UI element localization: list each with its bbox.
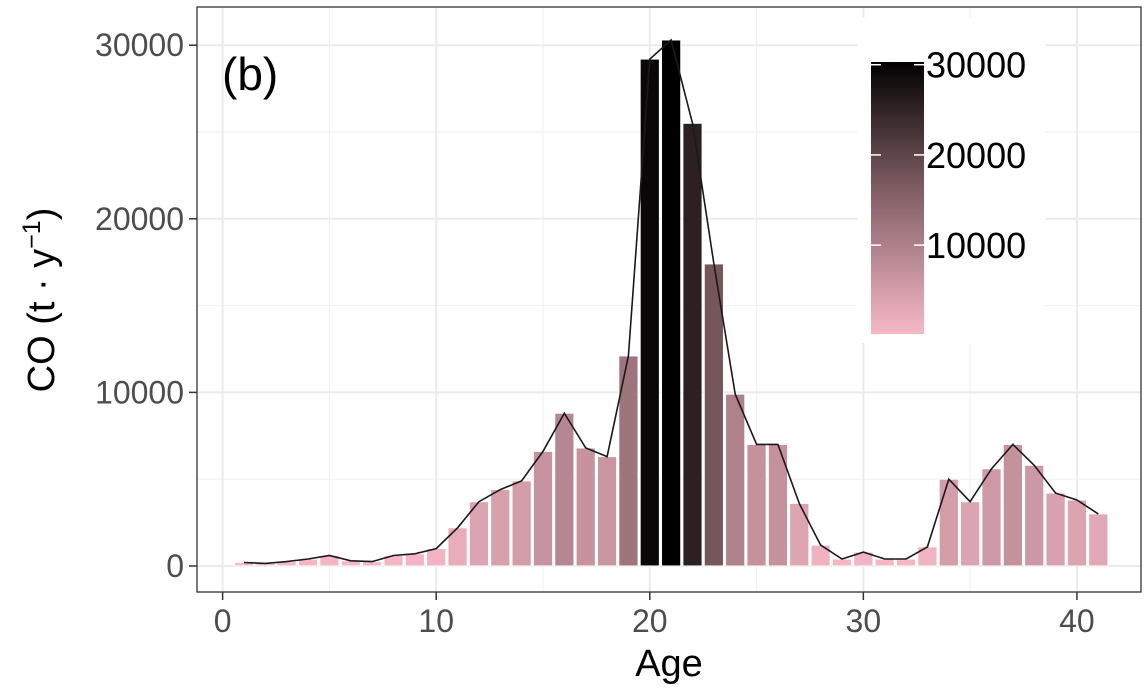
- bar: [426, 548, 447, 567]
- colorbar-legend: 10000 20000 30000: [857, 18, 1045, 343]
- bar: [725, 393, 746, 567]
- plot-border: [196, 6, 1142, 593]
- bar: [1045, 492, 1066, 567]
- bar: [532, 450, 554, 567]
- bar: [1066, 499, 1088, 567]
- bar: [810, 544, 831, 567]
- bar: [1088, 513, 1109, 567]
- x-tick-label: 10: [418, 603, 454, 639]
- bar: [874, 558, 895, 567]
- y-tick-label: 20000: [95, 201, 184, 237]
- bar: [233, 561, 255, 567]
- bar: [895, 558, 917, 567]
- colorbar-gradient: [871, 62, 924, 334]
- y-axis-title-end: ): [21, 208, 63, 221]
- y-axis-title: CO (t · y−1): [18, 208, 63, 393]
- colorbar-tick-label: 20000: [926, 135, 1026, 176]
- bar: [981, 468, 1002, 567]
- bar: [789, 502, 810, 567]
- y-axis-title-main: CO (t · y: [21, 249, 63, 393]
- series-line: [243, 38, 1099, 565]
- bar: [596, 456, 618, 567]
- x-tick-label: 40: [1059, 603, 1095, 639]
- bar: [661, 39, 682, 567]
- bar: [938, 478, 959, 567]
- x-tick-label: 30: [846, 603, 882, 639]
- bar: [575, 447, 596, 567]
- bar: [746, 443, 767, 567]
- x-axis-title: Age: [635, 643, 703, 685]
- panel-tag: (b): [222, 48, 278, 100]
- y-axis: 0 10000 20000 30000: [95, 27, 197, 584]
- y-tick-label: 10000: [95, 374, 184, 410]
- plot-panel: 10000 20000 30000 (b): [196, 6, 1142, 593]
- bar: [1002, 443, 1023, 567]
- bar: [554, 412, 575, 567]
- colorbar-tick-label: 10000: [926, 225, 1026, 266]
- bar: [682, 122, 703, 567]
- x-tick-label: 20: [632, 603, 668, 639]
- bar: [639, 58, 660, 567]
- bar: [404, 553, 425, 567]
- y-tick-label: 0: [166, 548, 184, 584]
- y-axis-title-superscript: −1: [18, 220, 46, 249]
- colorbar-tick-label: 30000: [926, 45, 1026, 86]
- colorbar-ticks: 10000 20000 30000: [871, 45, 1026, 266]
- bar: [511, 480, 532, 567]
- bars: [233, 39, 1109, 567]
- bar: [468, 501, 490, 567]
- x-tick-label: 0: [214, 603, 232, 639]
- bar: [960, 501, 981, 567]
- bar: [1024, 464, 1045, 567]
- bar: [490, 489, 511, 567]
- y-tick-label: 30000: [95, 27, 184, 63]
- x-axis: 0 10 20 30 40: [214, 592, 1095, 639]
- bar: [831, 558, 853, 567]
- bar: [917, 546, 938, 567]
